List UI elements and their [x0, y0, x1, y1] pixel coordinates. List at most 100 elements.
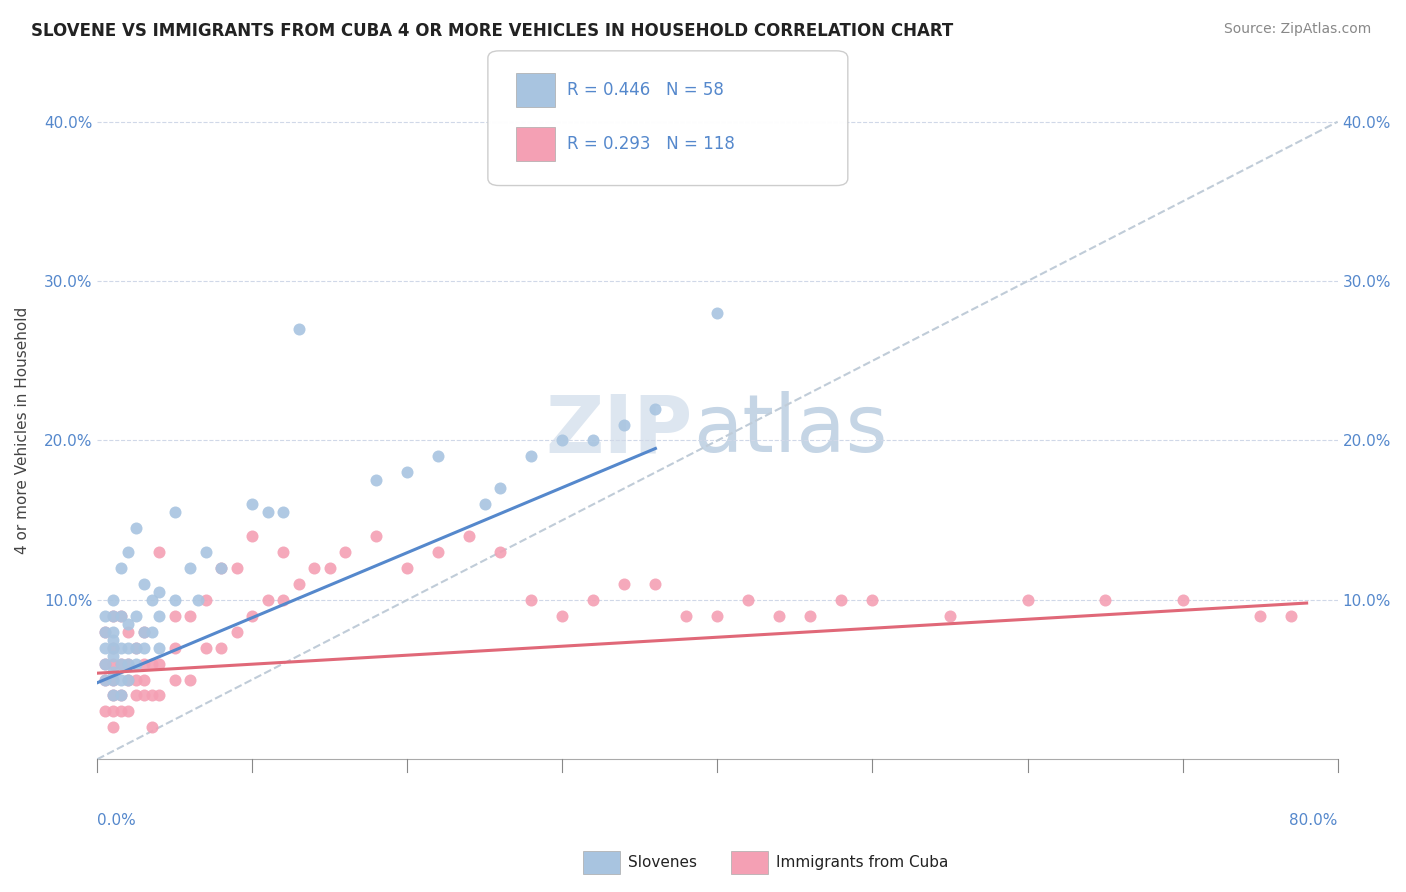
Point	[148, 657, 170, 671]
Point	[110, 608, 132, 623]
Y-axis label: 4 or more Vehicles in Household: 4 or more Vehicles in Household	[15, 307, 30, 554]
Point	[132, 624, 155, 639]
Point	[582, 434, 605, 448]
Point	[117, 624, 139, 639]
Point	[101, 705, 124, 719]
Point	[271, 505, 294, 519]
Text: 0.0%: 0.0%	[97, 814, 136, 829]
Point	[125, 673, 148, 687]
Point	[110, 689, 132, 703]
Point	[141, 689, 163, 703]
Point	[141, 720, 163, 734]
Point	[1249, 608, 1271, 623]
Point	[101, 632, 124, 647]
Point	[1017, 592, 1039, 607]
Point	[396, 561, 419, 575]
Point	[225, 624, 247, 639]
Point	[675, 608, 697, 623]
Point	[644, 577, 666, 591]
Point	[613, 417, 636, 432]
Point	[132, 657, 155, 671]
Point	[830, 592, 852, 607]
Text: R = 0.293   N = 118: R = 0.293 N = 118	[567, 135, 734, 153]
Point	[110, 608, 132, 623]
Point	[101, 640, 124, 655]
Point	[209, 561, 232, 575]
Text: SLOVENE VS IMMIGRANTS FROM CUBA 4 OR MORE VEHICLES IN HOUSEHOLD CORRELATION CHAR: SLOVENE VS IMMIGRANTS FROM CUBA 4 OR MOR…	[31, 22, 953, 40]
Point	[187, 592, 209, 607]
Point	[101, 648, 124, 663]
Point	[148, 608, 170, 623]
Point	[458, 529, 481, 543]
Point	[551, 608, 574, 623]
Point	[101, 592, 124, 607]
Point	[427, 450, 450, 464]
Point	[1279, 608, 1302, 623]
Text: Slovenes: Slovenes	[628, 855, 697, 870]
Point	[163, 640, 186, 655]
Point	[271, 592, 294, 607]
Point	[101, 673, 124, 687]
Text: atlas: atlas	[693, 391, 887, 469]
Point	[101, 673, 124, 687]
Point	[110, 561, 132, 575]
Point	[799, 608, 821, 623]
Point	[179, 608, 201, 623]
Point	[240, 608, 263, 623]
Point	[125, 689, 148, 703]
Point	[520, 592, 543, 607]
Point	[1171, 592, 1194, 607]
Point	[335, 545, 357, 559]
Point	[1094, 592, 1116, 607]
Point	[706, 608, 728, 623]
Point	[396, 466, 419, 480]
Point	[163, 673, 186, 687]
Point	[110, 657, 132, 671]
Point	[117, 673, 139, 687]
Point	[132, 689, 155, 703]
Point	[110, 673, 132, 687]
Point	[551, 434, 574, 448]
Point	[194, 592, 217, 607]
Point	[125, 640, 148, 655]
Point	[101, 624, 124, 639]
Point	[132, 673, 155, 687]
Point	[101, 608, 124, 623]
Point	[644, 401, 666, 416]
Point	[101, 689, 124, 703]
Point	[141, 624, 163, 639]
Point	[141, 592, 163, 607]
Point	[288, 322, 311, 336]
Point	[94, 624, 117, 639]
Point	[194, 545, 217, 559]
Point	[148, 545, 170, 559]
Point	[613, 577, 636, 591]
Point	[94, 705, 117, 719]
Point	[94, 673, 117, 687]
Point	[304, 561, 326, 575]
Point	[179, 673, 201, 687]
Point	[194, 640, 217, 655]
Point	[489, 481, 512, 495]
Point	[117, 640, 139, 655]
Point	[179, 561, 201, 575]
Point	[768, 608, 790, 623]
Point	[240, 497, 263, 511]
Point	[101, 689, 124, 703]
Point	[101, 657, 124, 671]
Text: Source: ZipAtlas.com: Source: ZipAtlas.com	[1223, 22, 1371, 37]
Point	[110, 657, 132, 671]
Point	[225, 561, 247, 575]
Point	[427, 545, 450, 559]
Point	[163, 505, 186, 519]
Point	[94, 640, 117, 655]
Text: Immigrants from Cuba: Immigrants from Cuba	[776, 855, 949, 870]
Point	[101, 608, 124, 623]
Point	[117, 545, 139, 559]
Point	[474, 497, 496, 511]
Point	[117, 705, 139, 719]
Point	[132, 640, 155, 655]
Point	[271, 545, 294, 559]
Point	[288, 577, 311, 591]
Point	[489, 545, 512, 559]
